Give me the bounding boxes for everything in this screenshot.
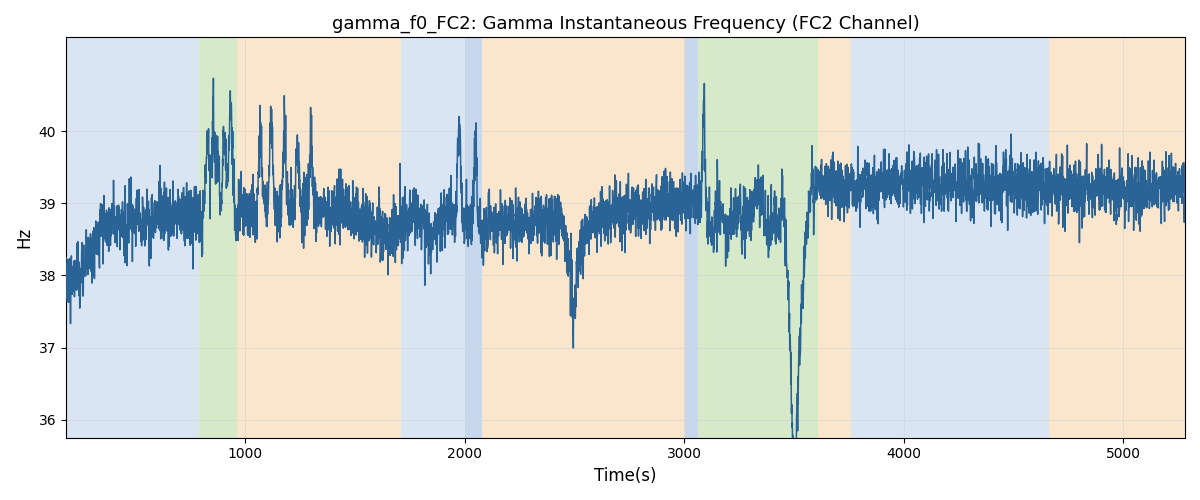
Bar	[199, 38, 238, 438]
Bar	[685, 38, 698, 438]
Bar	[66, 38, 199, 438]
Bar	[482, 38, 685, 438]
Title: gamma_f0_FC2: Gamma Instantaneous Frequency (FC2 Channel): gamma_f0_FC2: Gamma Instantaneous Freque…	[331, 15, 919, 34]
Bar	[851, 38, 1049, 438]
Bar	[464, 38, 482, 438]
Bar	[818, 38, 851, 438]
Bar	[401, 38, 464, 438]
Bar	[698, 38, 818, 438]
Bar	[238, 38, 401, 438]
Y-axis label: Hz: Hz	[16, 227, 34, 248]
Bar	[1049, 38, 1186, 438]
X-axis label: Time(s): Time(s)	[594, 467, 656, 485]
